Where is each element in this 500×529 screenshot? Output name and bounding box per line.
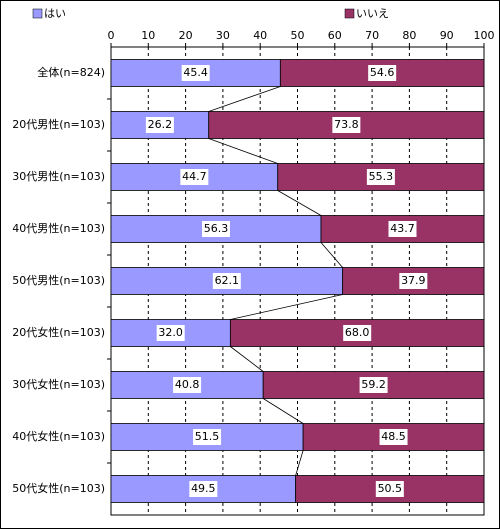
y-tick-label: 30代女性(n=103) bbox=[12, 377, 105, 391]
data-label-bg bbox=[359, 377, 388, 393]
data-label: 68.0 bbox=[345, 326, 370, 339]
y-tick-label: 20代男性(n=103) bbox=[12, 117, 105, 131]
x-tick-label: 10 bbox=[141, 29, 155, 42]
data-label-bg bbox=[189, 481, 218, 497]
data-label: 44.7 bbox=[182, 170, 207, 183]
y-tick-label: 30代男性(n=103) bbox=[12, 169, 105, 183]
data-label: 40.8 bbox=[175, 378, 200, 391]
x-tick-label: 90 bbox=[440, 29, 454, 42]
data-label: 56.3 bbox=[204, 222, 229, 235]
data-label-bg bbox=[388, 221, 417, 237]
bar-segment bbox=[110, 475, 297, 503]
data-label: 32.0 bbox=[158, 326, 183, 339]
x-tick-label: 0 bbox=[108, 29, 115, 42]
data-label: 50.5 bbox=[378, 482, 403, 495]
data-label: 59.2 bbox=[361, 378, 386, 391]
legend-label: いいえ bbox=[356, 7, 389, 20]
x-tick-label: 80 bbox=[402, 29, 416, 42]
series-line bbox=[320, 242, 343, 268]
y-tick-label: 50代男性(n=103) bbox=[12, 273, 105, 287]
x-tick-label: 40 bbox=[253, 29, 267, 42]
data-label-bg bbox=[399, 273, 428, 289]
series-line bbox=[295, 450, 304, 476]
data-label: 54.6 bbox=[370, 66, 395, 79]
data-label-bg bbox=[379, 429, 408, 445]
x-tick-label: 30 bbox=[216, 29, 230, 42]
series-line bbox=[208, 138, 278, 164]
data-label: 43.7 bbox=[390, 222, 415, 235]
x-tick-label: 70 bbox=[365, 29, 379, 42]
data-label: 55.3 bbox=[369, 170, 394, 183]
legend-swatch bbox=[344, 8, 355, 19]
data-label-bg bbox=[181, 65, 210, 81]
series-line bbox=[262, 398, 304, 424]
series-line bbox=[230, 294, 343, 320]
data-label-bg bbox=[212, 273, 241, 289]
data-label-bg bbox=[180, 169, 209, 185]
data-label-bg bbox=[368, 65, 397, 81]
data-label-bg bbox=[366, 169, 395, 185]
x-tick-label: 60 bbox=[328, 29, 342, 42]
y-tick-label: 50代女性(n=103) bbox=[12, 481, 105, 495]
legend-swatch bbox=[32, 8, 43, 19]
data-label-bg bbox=[375, 481, 404, 497]
x-tick-label: 20 bbox=[179, 29, 193, 42]
data-label-bg bbox=[201, 221, 230, 237]
data-label-bg bbox=[156, 325, 185, 341]
series-line bbox=[230, 346, 264, 372]
y-tick-label: 40代女性(n=103) bbox=[12, 429, 105, 443]
data-label-bg bbox=[173, 377, 202, 393]
y-tick-label: 20代女性(n=103) bbox=[12, 325, 105, 339]
data-label: 48.5 bbox=[381, 430, 406, 443]
data-label: 73.8 bbox=[334, 118, 359, 131]
data-label: 49.5 bbox=[191, 482, 216, 495]
x-tick-label: 50 bbox=[291, 29, 305, 42]
y-tick-label: 全体(n=824) bbox=[37, 65, 105, 79]
data-label-bg bbox=[343, 325, 372, 341]
data-label: 51.5 bbox=[195, 430, 220, 443]
data-label: 26.2 bbox=[148, 118, 173, 131]
y-tick-label: 40代男性(n=103) bbox=[12, 221, 105, 235]
data-label: 37.9 bbox=[401, 274, 426, 287]
data-label-bg bbox=[332, 117, 361, 133]
series-line bbox=[208, 86, 281, 112]
data-label-bg bbox=[145, 117, 174, 133]
x-tick-label: 100 bbox=[474, 29, 495, 42]
series-line bbox=[277, 190, 322, 216]
data-label-bg bbox=[193, 429, 222, 445]
data-label: 45.4 bbox=[183, 66, 208, 79]
data-label: 62.1 bbox=[215, 274, 240, 287]
legend-label: はい bbox=[44, 7, 66, 20]
